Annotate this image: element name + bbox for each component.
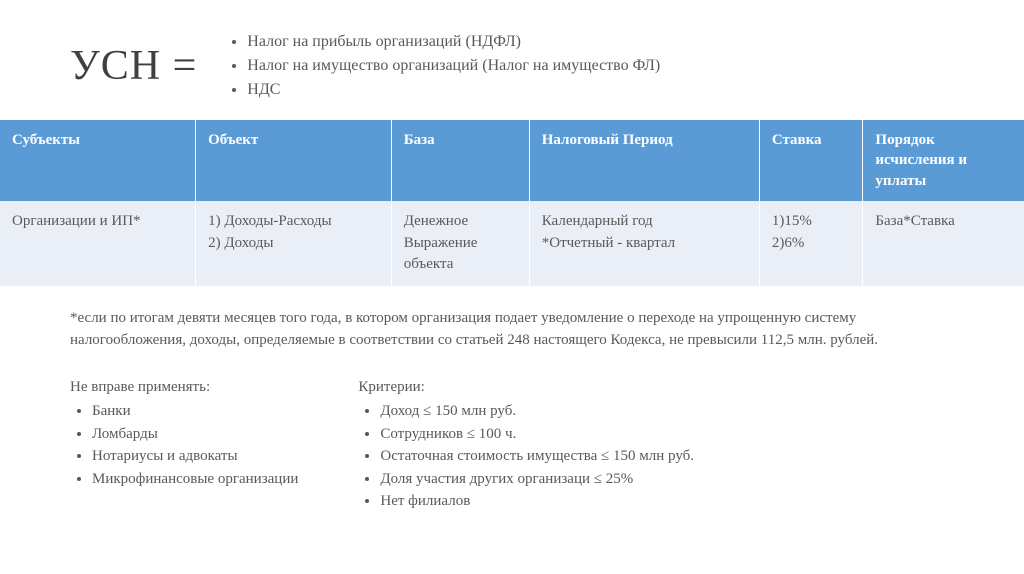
- cell: 1) Доходы-Расходы2) Доходы: [196, 201, 392, 286]
- bottom-columns: Не вправе применять: Банки Ломбарды Нота…: [0, 352, 1024, 513]
- header-block: УСН = Налог на прибыль организаций (НДФЛ…: [0, 30, 1024, 120]
- col-header: Ставка: [759, 120, 863, 201]
- list-item: Доля участия других организаци ≤ 25%: [380, 468, 694, 491]
- list-item: Остаточная стоимость имущества ≤ 150 млн…: [380, 445, 694, 468]
- list-item: Нотариусы и адвокаты: [92, 445, 298, 468]
- block-title: Не вправе применять:: [70, 376, 298, 399]
- list-item: Налог на прибыль организаций (НДФЛ): [247, 30, 660, 54]
- tax-table: Субъекты Объект База Налоговый Период Ст…: [0, 120, 1024, 286]
- list-item: Микрофинансовые организации: [92, 468, 298, 491]
- criteria-list: Доход ≤ 150 млн руб. Сотрудников ≤ 100 ч…: [358, 400, 694, 513]
- col-header: База: [391, 120, 529, 201]
- table-row: Организации и ИП* 1) Доходы-Расходы2) До…: [0, 201, 1024, 286]
- col-header: Порядок исчисления и уплаты: [863, 120, 1024, 201]
- cell: Календарный год*Отчетный - квартал: [529, 201, 759, 286]
- block-title: Критерии:: [358, 376, 694, 399]
- list-item: Налог на имущество организаций (Налог на…: [247, 54, 660, 78]
- list-item: Банки: [92, 400, 298, 423]
- list-item: Сотрудников ≤ 100 ч.: [380, 423, 694, 446]
- cell: База*Ставка: [863, 201, 1024, 286]
- list-item: НДС: [247, 78, 660, 102]
- cell: Денежное Выражение объекта: [391, 201, 529, 286]
- not-allowed-block: Не вправе применять: Банки Ломбарды Нота…: [70, 376, 298, 513]
- col-header: Объект: [196, 120, 392, 201]
- list-item: Ломбарды: [92, 423, 298, 446]
- cell: 1)15%2)6%: [759, 201, 863, 286]
- cell: Организации и ИП*: [0, 201, 196, 286]
- list-item: Нет филиалов: [380, 490, 694, 513]
- list-item: Доход ≤ 150 млн руб.: [380, 400, 694, 423]
- col-header: Субъекты: [0, 120, 196, 201]
- table-header-row: Субъекты Объект База Налоговый Период Ст…: [0, 120, 1024, 201]
- footnote: *если по итогам девяти месяцев того года…: [0, 286, 1024, 352]
- col-header: Налоговый Период: [529, 120, 759, 201]
- page-title: УСН =: [70, 42, 197, 90]
- not-allowed-list: Банки Ломбарды Нотариусы и адвокаты Микр…: [70, 400, 298, 490]
- replaces-list: Налог на прибыль организаций (НДФЛ) Нало…: [229, 30, 660, 102]
- criteria-block: Критерии: Доход ≤ 150 млн руб. Сотрудник…: [358, 376, 694, 513]
